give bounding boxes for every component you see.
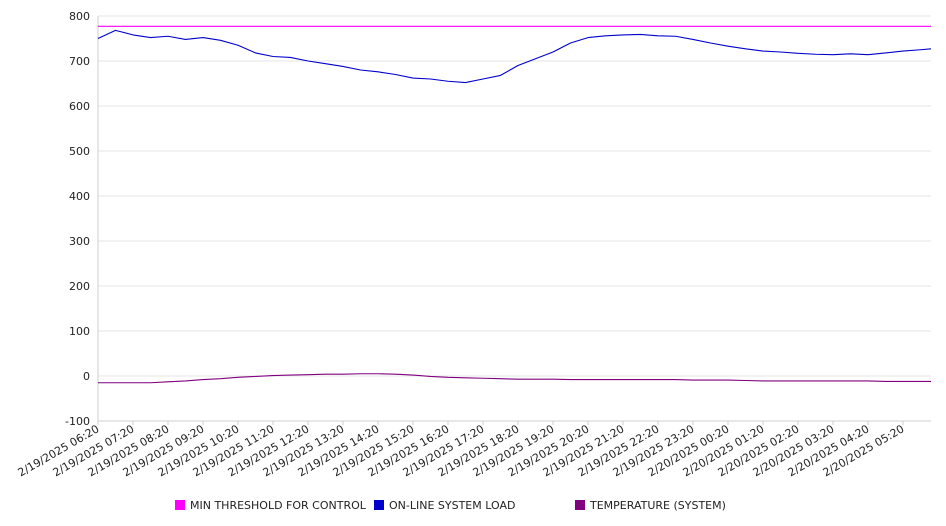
legend-swatch <box>175 500 185 510</box>
legend-swatch <box>374 500 384 510</box>
x-tick-labels: 2/19/2025 06:202/19/2025 07:202/19/2025 … <box>16 422 907 479</box>
y-tick-label: 600 <box>69 100 90 113</box>
legend: MIN THRESHOLD FOR CONTROL ON-LINE SYSTEM … <box>175 499 726 512</box>
legend-label: TEMPERATURE (SYSTEM) <box>589 499 726 512</box>
legend-label: MIN THRESHOLD FOR CONTROL <box>190 499 367 512</box>
y-tick-label: 0 <box>83 370 90 383</box>
series-line-temperature-system <box>98 373 931 384</box>
y-tick-label: 300 <box>69 235 90 248</box>
axis-layer <box>97 16 931 425</box>
y-tick-label: 200 <box>69 280 90 293</box>
y-tick-label: 800 <box>69 10 90 23</box>
y-tick-label: 700 <box>69 55 90 68</box>
y-tick-label: 500 <box>69 145 90 158</box>
y-tick-label: 100 <box>69 325 90 338</box>
y-tick-label: -100 <box>65 415 90 428</box>
grid-layer <box>98 15 931 422</box>
legend-swatch <box>575 500 585 510</box>
y-tick-label: 400 <box>69 190 90 203</box>
series-layer <box>97 25 932 384</box>
series-line-on-line-system-load <box>97 29 932 84</box>
y-tick-labels: -100 0 100 200 300 400 500 600 700 800 <box>65 10 90 428</box>
legend-label: ON-LINE SYSTEM LOAD <box>389 499 515 512</box>
